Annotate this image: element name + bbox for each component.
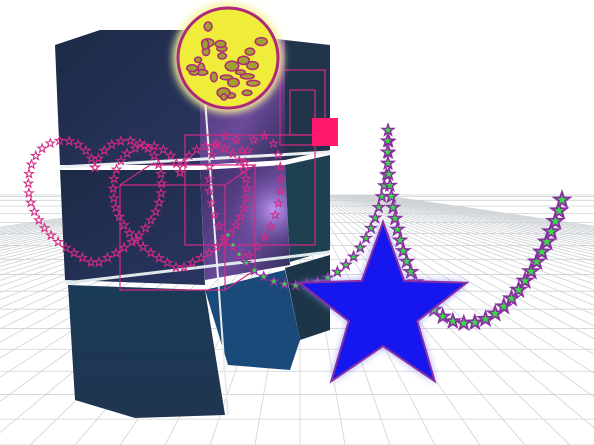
cube-gap — [65, 250, 331, 285]
grid-line — [319, 194, 594, 355]
chain-star — [456, 315, 472, 330]
wire-box — [279, 69, 326, 146]
hole — [201, 38, 210, 51]
chain-star — [25, 197, 36, 207]
grid-line — [325, 194, 594, 316]
grid-line — [347, 194, 594, 256]
chain-star — [37, 143, 47, 153]
grid-line — [349, 194, 594, 253]
chain-star — [30, 150, 41, 160]
hole — [203, 21, 213, 32]
chain-star — [553, 191, 571, 208]
grid-line — [0, 194, 239, 241]
cube-gap — [59, 150, 331, 169]
cube — [68, 285, 225, 418]
pink-square — [312, 118, 338, 146]
grid-line — [337, 194, 594, 274]
wire-box — [184, 134, 316, 246]
grid-line — [359, 194, 594, 241]
grid-line — [331, 194, 594, 291]
hole — [245, 79, 261, 87]
hole — [239, 73, 255, 80]
cube — [205, 270, 300, 370]
grid-line — [351, 194, 594, 250]
hole — [219, 74, 234, 81]
grid-line — [323, 194, 594, 327]
chain-star — [45, 138, 56, 148]
hole — [241, 89, 253, 97]
chain-star — [29, 206, 40, 216]
hole — [244, 47, 256, 56]
chain-star — [354, 241, 367, 253]
hole — [185, 63, 199, 73]
hole — [226, 77, 240, 88]
grid-line — [0, 194, 237, 239]
chain-star — [365, 222, 377, 234]
cube — [285, 155, 330, 262]
hole — [236, 55, 251, 66]
chain-star — [23, 178, 34, 188]
grid-line — [0, 194, 243, 244]
chain-star — [24, 188, 34, 198]
grid-line — [335, 194, 594, 279]
chain-star — [24, 168, 34, 178]
hole — [220, 93, 228, 101]
hole — [254, 36, 268, 47]
cube — [285, 255, 330, 340]
wire-box — [289, 89, 316, 136]
chain-star — [26, 159, 37, 169]
hole — [214, 39, 227, 49]
chain-star — [381, 156, 395, 169]
grid-line — [345, 194, 594, 259]
hole — [209, 71, 218, 83]
hole — [246, 60, 260, 71]
grid-line — [339, 194, 594, 270]
grid-line — [355, 194, 594, 245]
grid-line — [329, 194, 594, 298]
grid-line — [0, 194, 245, 247]
blue-star — [296, 219, 470, 384]
chain-star — [340, 258, 352, 270]
grid-line — [0, 194, 241, 242]
hole — [224, 60, 240, 72]
cube — [55, 30, 200, 165]
grid-line — [343, 194, 594, 262]
sphere-holes — [185, 21, 268, 101]
chain-star — [381, 123, 395, 136]
grid-line — [363, 194, 594, 238]
hole — [234, 69, 246, 76]
grid-line — [357, 194, 594, 243]
grid-line — [341, 194, 594, 266]
wire-box — [119, 164, 257, 186]
hole — [217, 52, 228, 60]
cube — [60, 170, 205, 285]
grid-line — [361, 194, 594, 239]
cube-block — [55, 29, 331, 418]
grid-line — [333, 194, 594, 285]
grid-line — [327, 194, 594, 306]
star — [296, 219, 470, 384]
grid-line — [0, 194, 249, 251]
yellow-sphere — [173, 3, 283, 113]
hole — [193, 56, 203, 64]
